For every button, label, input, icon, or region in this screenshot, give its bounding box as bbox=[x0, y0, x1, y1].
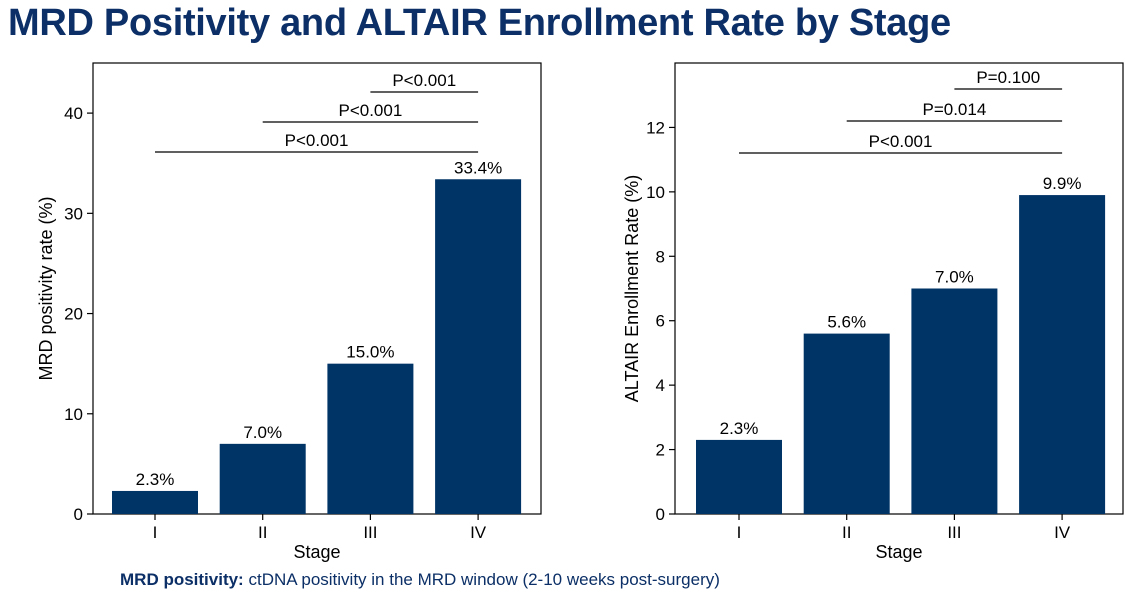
page-title: MRD Positivity and ALTAIR Enrollment Rat… bbox=[8, 2, 951, 44]
y-tick-label: 10 bbox=[64, 405, 83, 424]
value-label: 2.3% bbox=[136, 470, 175, 489]
value-label: 7.0% bbox=[243, 423, 282, 442]
value-label: 33.4% bbox=[454, 158, 502, 177]
bar-IV bbox=[435, 179, 522, 514]
p-value-label: P<0.001 bbox=[338, 101, 402, 120]
p-value-label: P<0.001 bbox=[869, 132, 933, 151]
p-value-label: P=0.014 bbox=[922, 100, 986, 119]
y-axis-label: MRD positivity rate (%) bbox=[36, 196, 56, 380]
bar-III bbox=[327, 363, 414, 514]
bar-I bbox=[696, 439, 782, 514]
bar-I bbox=[112, 490, 198, 514]
y-tick-label: 6 bbox=[656, 312, 665, 331]
value-label: 9.9% bbox=[1043, 174, 1082, 193]
y-tick-label: 0 bbox=[74, 505, 83, 524]
p-value-label: P=0.100 bbox=[976, 68, 1040, 87]
bar-IV bbox=[1019, 195, 1106, 515]
y-tick-label: 40 bbox=[64, 104, 83, 123]
y-tick-label: 20 bbox=[64, 305, 83, 324]
x-tick-label: I bbox=[153, 523, 158, 542]
x-axis-label: Stage bbox=[293, 542, 340, 562]
x-tick-label: II bbox=[258, 523, 267, 542]
y-axis-label: ALTAIR Enrollment Rate (%) bbox=[622, 175, 642, 402]
p-value-label: P<0.001 bbox=[285, 131, 349, 150]
value-label: 5.6% bbox=[827, 313, 866, 332]
x-tick-label: III bbox=[947, 523, 961, 542]
y-tick-label: 12 bbox=[646, 118, 665, 137]
bar-III bbox=[911, 288, 998, 514]
y-tick-label: 8 bbox=[656, 247, 665, 266]
value-label: 15.0% bbox=[346, 343, 394, 362]
x-tick-label: III bbox=[363, 523, 377, 542]
value-label: 7.0% bbox=[935, 268, 974, 287]
value-label: 2.3% bbox=[720, 419, 759, 438]
footnote-label: MRD positivity: bbox=[120, 570, 244, 589]
x-tick-label: IV bbox=[470, 523, 487, 542]
y-tick-label: 0 bbox=[656, 505, 665, 524]
bar-II bbox=[803, 333, 890, 514]
footnote-text: ctDNA positivity in the MRD window (2-10… bbox=[248, 570, 720, 589]
x-tick-label: II bbox=[842, 523, 851, 542]
bar-II bbox=[219, 443, 306, 514]
y-tick-label: 4 bbox=[656, 376, 665, 395]
p-value-label: P<0.001 bbox=[392, 71, 456, 90]
x-tick-label: IV bbox=[1054, 523, 1071, 542]
plot-frame bbox=[92, 62, 542, 515]
x-tick-label: I bbox=[737, 523, 742, 542]
plot-frame bbox=[674, 62, 1124, 515]
footnote: MRD positivity: ctDNA positivity in the … bbox=[120, 570, 720, 590]
y-tick-label: 2 bbox=[656, 441, 665, 460]
x-axis-label: Stage bbox=[875, 542, 922, 562]
y-tick-label: 10 bbox=[646, 183, 665, 202]
y-tick-label: 30 bbox=[64, 204, 83, 223]
